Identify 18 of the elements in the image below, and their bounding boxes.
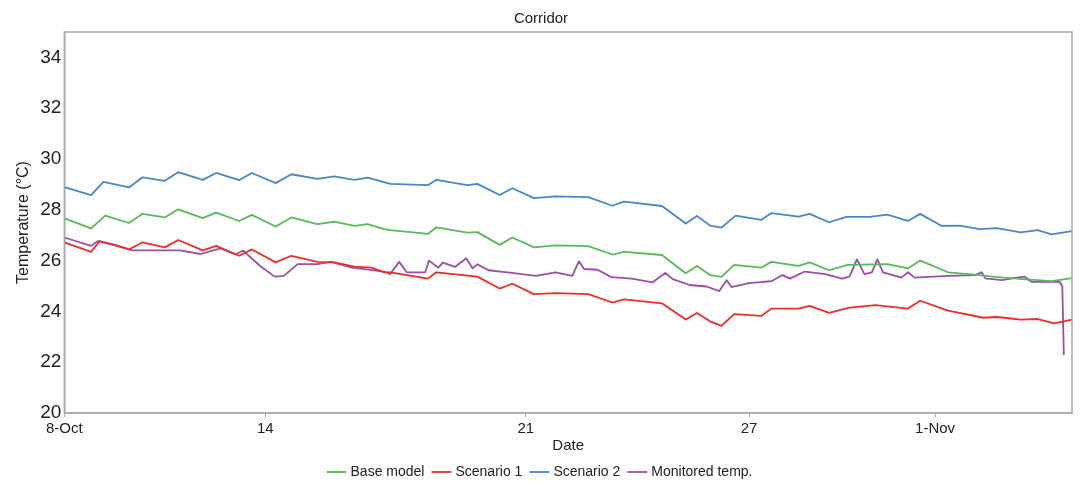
y-tick-label: 28 (40, 198, 62, 220)
chart-title: Corridor (513, 9, 569, 27)
legend-label: Base model (350, 462, 425, 479)
y-tick-label: 32 (40, 96, 62, 118)
y-tick-label: 34 (40, 45, 62, 67)
x-tick-label: 21 (517, 419, 535, 437)
legend-label: Scenario 1 (455, 462, 523, 479)
y-axis-title: Temperature (°C) (14, 161, 32, 284)
legend-label: Monitored temp. (651, 462, 753, 479)
y-tick-label: 22 (40, 350, 62, 372)
x-tick-label: 27 (740, 419, 758, 437)
x-tick-label: 14 (256, 419, 274, 437)
y-tick-label: 30 (40, 147, 62, 169)
legend-label: Scenario 2 (553, 462, 621, 479)
x-tick-label: 1-Nov (915, 419, 956, 437)
y-tick-label: 26 (40, 248, 62, 270)
y-tick-label: 24 (40, 299, 62, 321)
x-axis-title: Date (552, 436, 585, 454)
